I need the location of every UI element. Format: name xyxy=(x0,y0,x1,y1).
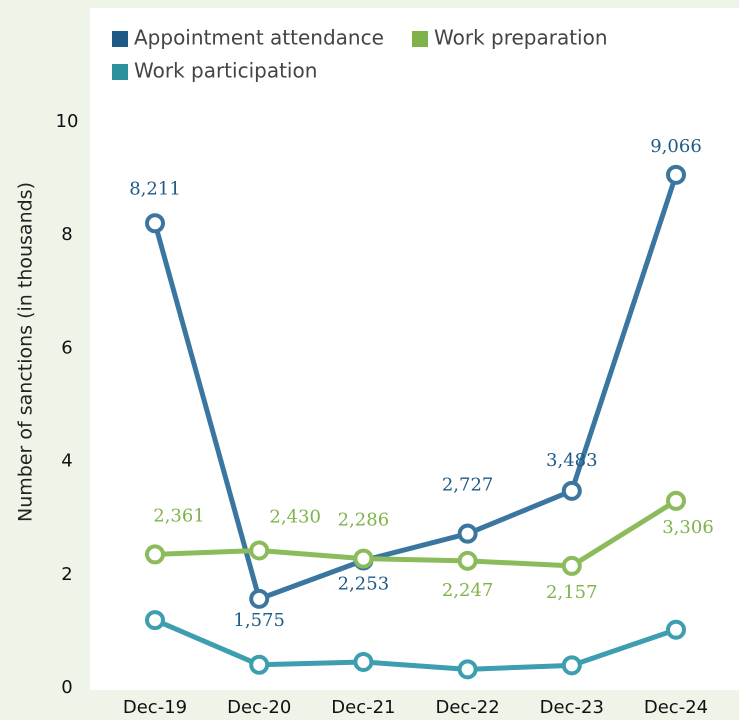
x-tick-label: Dec-24 xyxy=(644,697,708,718)
data-point xyxy=(249,588,270,609)
data-point xyxy=(353,548,374,569)
plot-background xyxy=(90,8,739,690)
x-tick-label: Dec-19 xyxy=(123,697,187,718)
data-point xyxy=(145,213,165,234)
data-point xyxy=(561,480,582,501)
data-point xyxy=(353,651,374,672)
legend-swatch xyxy=(112,31,128,47)
data-point xyxy=(666,164,686,185)
data-point xyxy=(666,490,686,511)
y-tick-label: 8 xyxy=(61,224,72,245)
x-tick-label: Dec-20 xyxy=(227,697,291,718)
x-tick-label: Dec-22 xyxy=(435,697,499,718)
data-label: 3,483 xyxy=(546,450,598,471)
series-line xyxy=(154,498,678,569)
data-label: 2,253 xyxy=(338,573,390,594)
data-point xyxy=(457,659,478,680)
data-label: 2,727 xyxy=(442,475,494,496)
x-tick-label: Dec-23 xyxy=(540,697,604,718)
series-line xyxy=(154,617,677,672)
data-label: 2,361 xyxy=(153,505,205,526)
y-tick-label: 2 xyxy=(61,564,72,585)
y-tick-label: 0 xyxy=(61,677,72,698)
legend-swatch xyxy=(412,31,428,47)
data-point xyxy=(457,523,478,544)
y-tick-label: 4 xyxy=(61,451,72,472)
data-point xyxy=(249,540,270,561)
data-label: 2,247 xyxy=(442,580,494,601)
y-tick-label: 10 xyxy=(56,111,79,132)
y-axis-label: Number of sanctions (in thousands) xyxy=(15,182,37,522)
legend-label: Appointment attendance xyxy=(134,26,384,50)
x-tick-label: Dec-21 xyxy=(331,697,395,718)
data-label: 2,430 xyxy=(269,506,321,527)
data-point xyxy=(457,550,478,571)
data-label: 2,286 xyxy=(338,510,390,531)
data-point xyxy=(145,610,165,631)
legend-swatch xyxy=(112,64,128,80)
data-label: 8,211 xyxy=(129,178,181,199)
legend-label: Work preparation xyxy=(434,26,608,50)
data-point xyxy=(145,544,165,565)
series-line xyxy=(152,174,679,602)
legend-label: Work participation xyxy=(134,59,317,83)
data-label: 1,575 xyxy=(233,610,285,631)
data-label: 2,157 xyxy=(546,582,598,603)
data-point xyxy=(561,555,582,576)
data-point xyxy=(249,654,270,675)
data-label: 3,306 xyxy=(662,517,714,538)
data-point xyxy=(561,655,582,676)
data-label: 9,066 xyxy=(650,136,702,157)
y-tick-label: 6 xyxy=(61,337,72,358)
data-point xyxy=(666,619,686,640)
